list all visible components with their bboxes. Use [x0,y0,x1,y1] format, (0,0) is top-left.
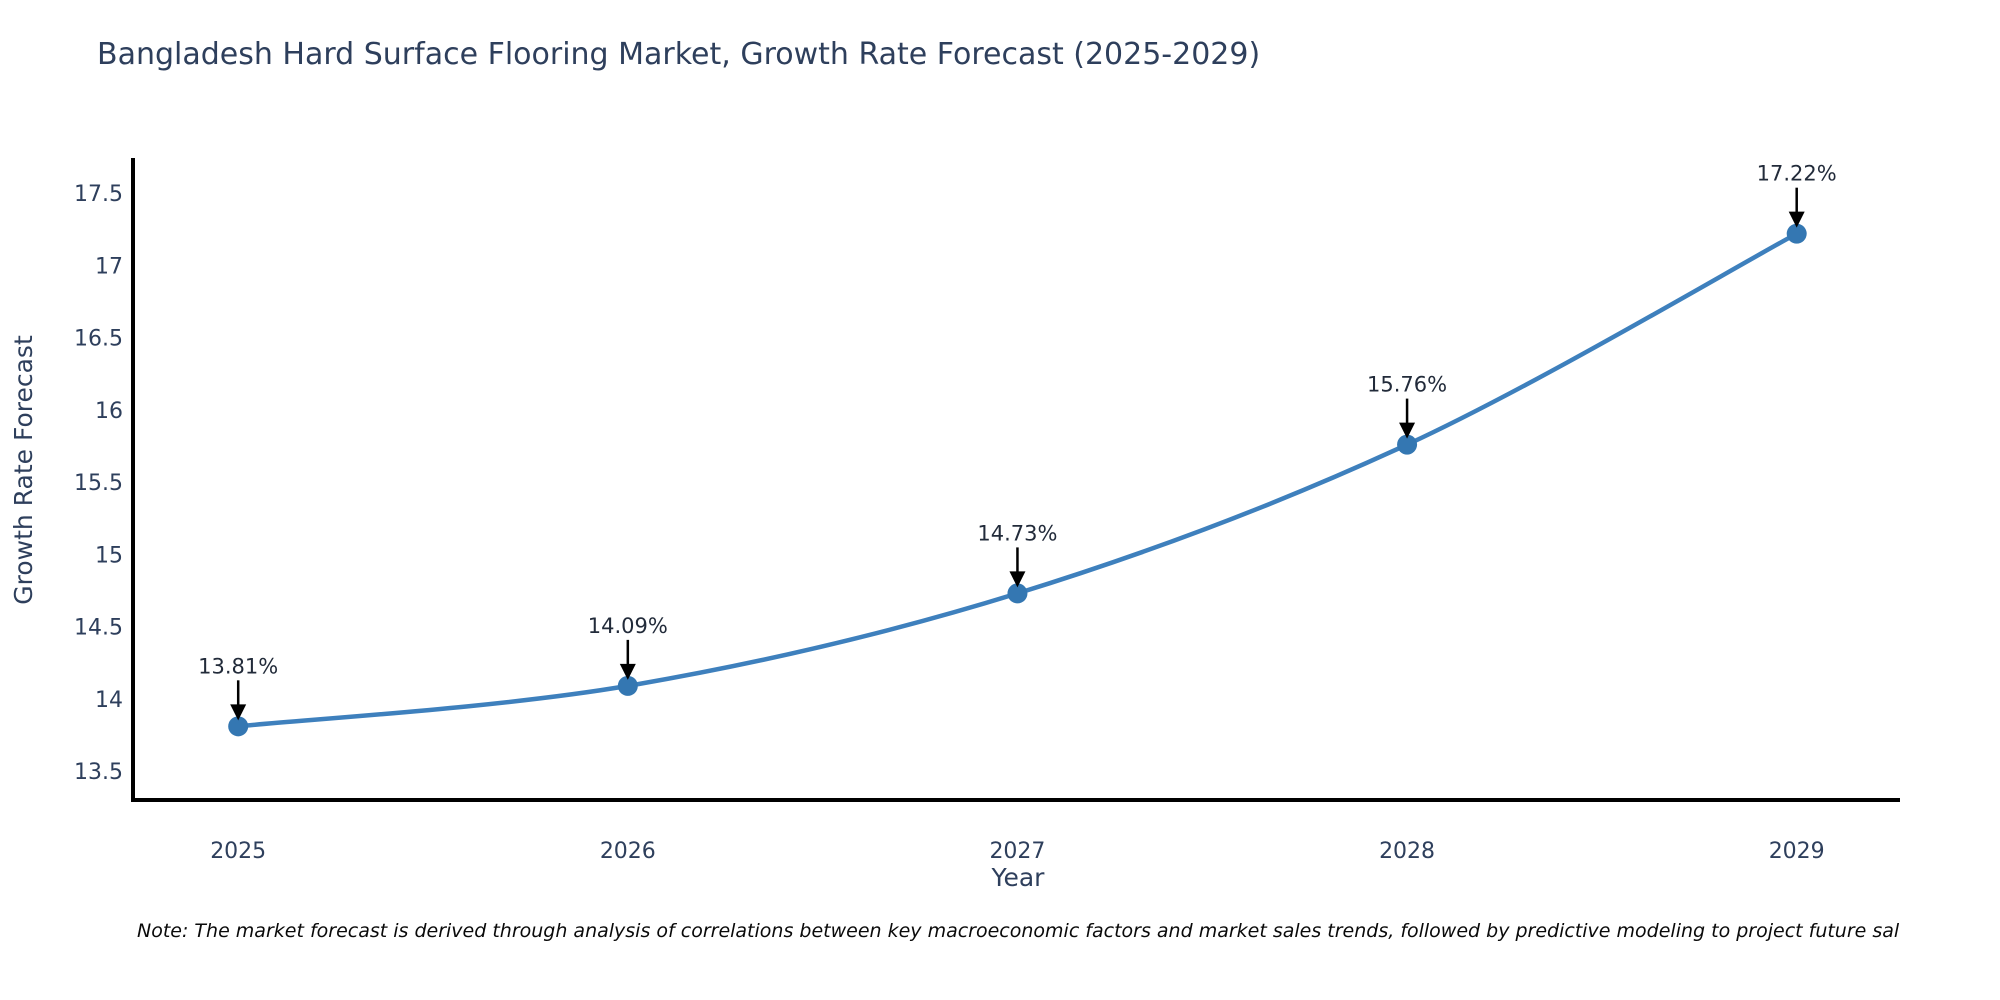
y-tick-label: 16.5 [74,327,123,352]
data-point-marker [1786,223,1807,244]
x-tick-label: 2028 [1379,839,1435,864]
x-axis-title: Year [991,863,1046,892]
data-point-value-label: 13.81% [198,654,278,678]
data-point-marker [1397,434,1418,455]
y-tick-label: 17.5 [74,182,123,207]
chart-title: Bangladesh Hard Surface Flooring Market,… [97,37,1261,72]
down-arrow-head-icon [1399,422,1416,439]
y-tick-label: 17 [95,254,123,279]
down-arrow-head-icon [1009,571,1026,588]
down-arrow-head-icon [619,663,636,680]
data-point-value-label: 15.76% [1367,373,1447,397]
data-point-value-label: 14.09% [588,614,668,638]
y-tick-label: 14.5 [74,616,123,641]
x-tick-label: 2027 [989,839,1045,864]
down-arrow-head-icon [230,704,247,721]
forecast-line-series [235,231,1799,729]
y-axis-title: Growth Rate Forecast [9,335,38,605]
data-point-marker [228,716,249,737]
y-tick-label: 13.5 [74,760,123,785]
data-point-marker [1007,583,1028,604]
chart-footnote: Note: The market forecast is derived thr… [137,920,1900,942]
down-arrow-head-icon [1788,211,1805,228]
y-tick-label: 15.5 [74,471,123,496]
y-tick-label: 15 [95,543,123,568]
y-tick-label: 14 [95,688,123,713]
data-point-value-label: 14.73% [977,521,1057,545]
data-point-value-label: 17.22% [1757,162,1837,186]
x-tick-label: 2026 [600,839,656,864]
x-tick-label: 2029 [1769,839,1825,864]
x-tick-label: 2025 [210,839,266,864]
data-point-marker [617,675,638,696]
y-tick-label: 16 [95,399,123,424]
